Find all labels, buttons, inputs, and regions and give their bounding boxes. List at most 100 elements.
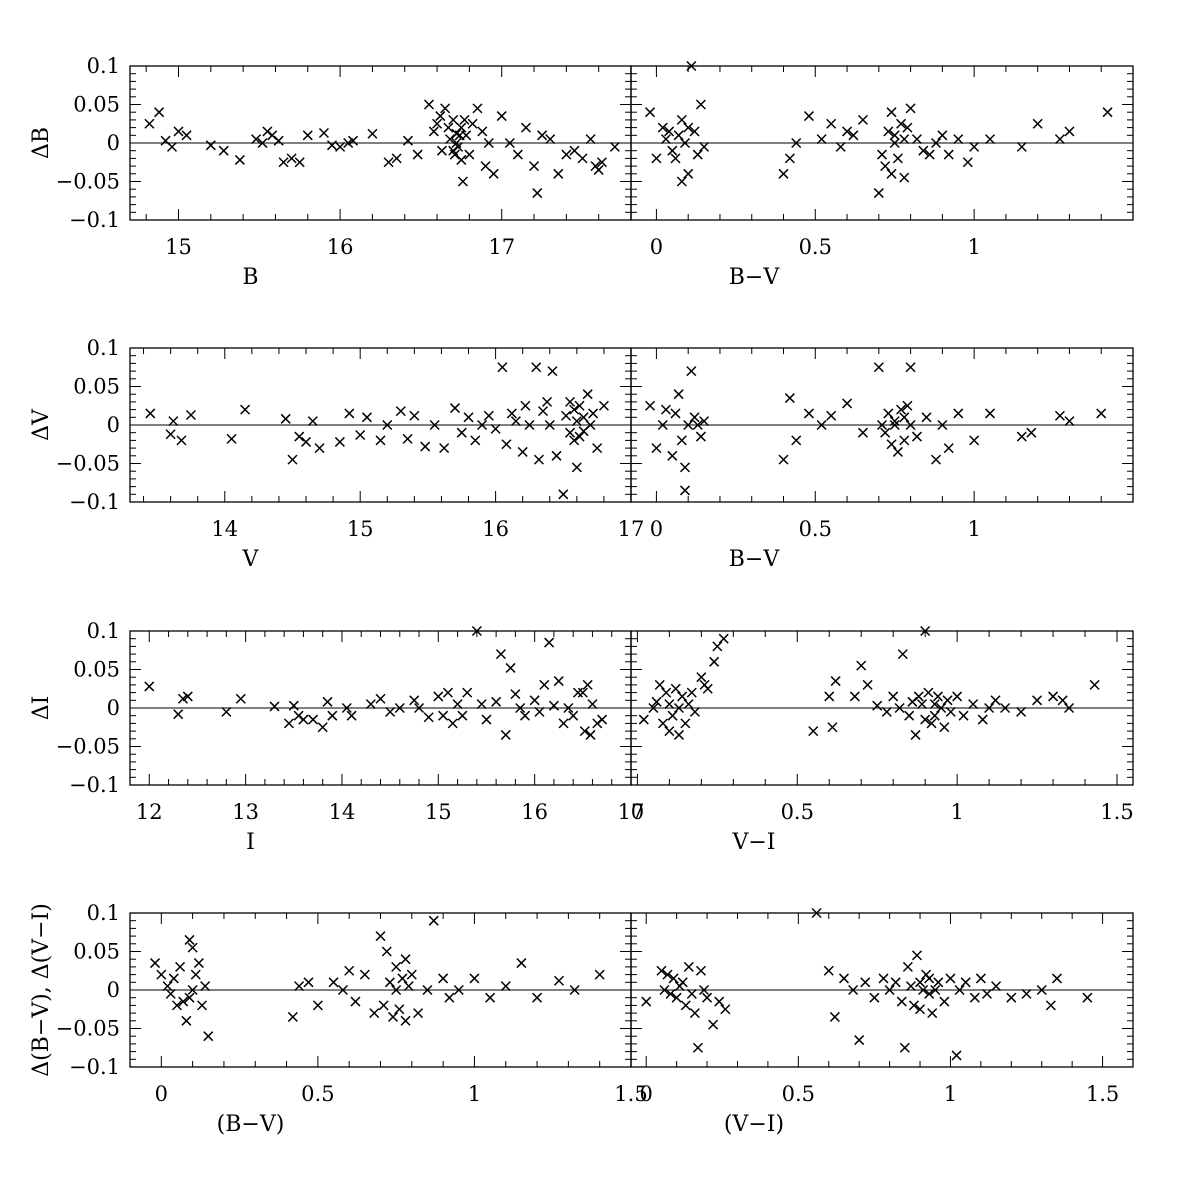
data-point [905, 103, 916, 114]
data-point [520, 122, 531, 133]
data-point [848, 130, 859, 141]
data-point [563, 702, 574, 714]
data-point [553, 676, 564, 687]
y-tick-label: 0.05 [73, 940, 120, 964]
data-point [1016, 431, 1027, 442]
data-point [571, 416, 582, 427]
data-point [667, 710, 678, 721]
data-point [952, 691, 963, 702]
data-point [778, 168, 789, 179]
data-point [660, 134, 671, 145]
data-point [471, 625, 482, 637]
data-point [531, 362, 542, 373]
data-point [181, 1015, 192, 1026]
data-point [565, 427, 576, 438]
data-point [472, 103, 483, 114]
data-point [294, 981, 305, 992]
data-point [505, 662, 516, 673]
data-point [991, 981, 1002, 992]
x-tick-label: 1 [468, 1082, 481, 1106]
x-axis-label: V−I [731, 830, 775, 855]
data-point [588, 408, 599, 419]
data-point [467, 118, 478, 129]
data-point [571, 462, 582, 473]
data-point [651, 696, 662, 707]
data-point [930, 137, 942, 149]
data-point [914, 977, 926, 988]
data-point [286, 153, 297, 164]
data-point [784, 393, 795, 404]
data-point [184, 992, 195, 1003]
data-point [385, 706, 396, 717]
data-point [660, 404, 671, 415]
data-point [679, 485, 691, 496]
x-tick-label: 15 [425, 800, 452, 824]
data-point [873, 362, 884, 373]
x-axis-label: B [242, 265, 258, 290]
data-point [943, 443, 954, 454]
panel-7: 0 0.5 1 1.5 0.1 0.05 0 −0.05 −0.1 (B−V) Δ(B−V), Δ(… [29, 901, 648, 1137]
data-point [676, 176, 687, 187]
data-point [920, 714, 931, 725]
data-point [1048, 691, 1059, 702]
data-point [218, 145, 229, 156]
data-point [429, 419, 440, 431]
data-point [515, 702, 526, 714]
data-point [383, 157, 394, 168]
data-point [645, 107, 656, 118]
data-point [294, 431, 305, 442]
data-point [692, 149, 703, 160]
data-point [587, 699, 598, 710]
data-point [892, 446, 903, 457]
data-point [899, 134, 910, 145]
data-point [889, 416, 900, 427]
data-point [495, 649, 506, 660]
data-point [702, 683, 713, 694]
data-point [585, 729, 596, 740]
data-point [382, 419, 393, 431]
data-point [943, 149, 954, 160]
data-point [444, 134, 456, 145]
data-point [664, 726, 675, 737]
data-point [443, 122, 454, 133]
data-point [878, 973, 889, 984]
data-point [438, 973, 449, 984]
data-point [664, 699, 675, 710]
data-point [423, 99, 435, 110]
data-point [1089, 679, 1100, 690]
data-point [1064, 416, 1075, 427]
data-point [657, 419, 668, 431]
data-point [400, 1015, 411, 1026]
data-point [381, 946, 392, 957]
y-tick-label: 0 [107, 413, 120, 437]
data-point [397, 973, 408, 984]
data-point [670, 408, 681, 419]
data-point [433, 691, 444, 702]
data-point [524, 419, 535, 431]
data-point [803, 408, 814, 419]
x-axis-label: V [242, 547, 260, 572]
panel-4: 0 0.5 1 B−V [630, 347, 1134, 572]
data-point [930, 454, 942, 465]
data-point [593, 164, 604, 175]
data-point [318, 127, 329, 139]
data-point [175, 961, 186, 972]
data-point [888, 691, 899, 702]
data-point [673, 729, 684, 740]
data-point [177, 693, 189, 704]
data-point [673, 130, 684, 141]
data-point [857, 114, 868, 125]
data-point [842, 398, 853, 409]
data-point [451, 128, 462, 139]
x-axis-label: B−V [729, 547, 781, 572]
data-point [677, 691, 688, 702]
data-point [375, 931, 386, 942]
data-point [569, 404, 580, 415]
data-point [551, 450, 562, 461]
data-point [409, 695, 420, 706]
data-point [683, 419, 694, 431]
data-point [413, 1008, 424, 1019]
x-axis-label: (B−V) [217, 1112, 285, 1137]
data-point [924, 988, 935, 999]
data-point [574, 400, 585, 411]
